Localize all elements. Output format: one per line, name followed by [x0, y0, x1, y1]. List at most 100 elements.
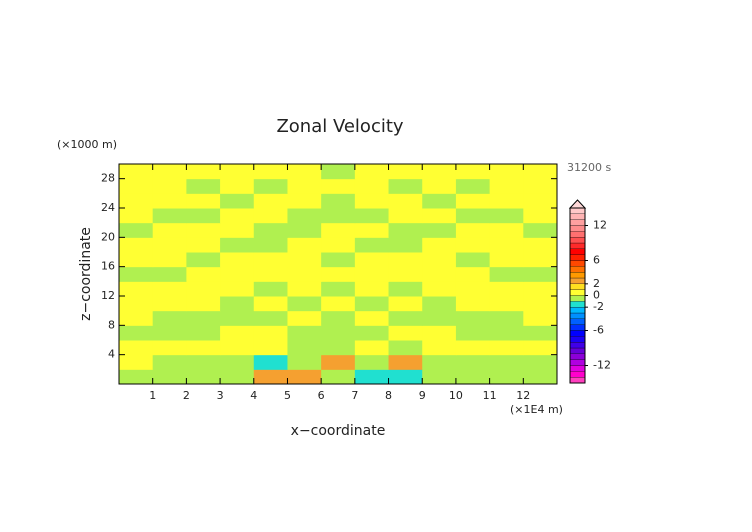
- contour-cell: [354, 310, 390, 326]
- contour-cell: [220, 237, 255, 253]
- contour-cell: [152, 310, 187, 326]
- contour-cell: [455, 252, 491, 268]
- contour-cell: [489, 178, 524, 194]
- contour-cell: [152, 164, 187, 180]
- contour-cell: [354, 354, 390, 370]
- x-tick-label: 3: [217, 389, 224, 402]
- contour-cell: [253, 252, 288, 268]
- contour-cell: [220, 266, 255, 282]
- colorbar-band: [569, 237, 586, 244]
- contour-cell: [354, 369, 390, 385]
- contour-cell: [354, 340, 390, 356]
- contour-cell: [388, 266, 423, 282]
- colorbar-band: [569, 277, 586, 284]
- contour-cell: [388, 296, 423, 312]
- contour-cell: [186, 369, 221, 385]
- contour-cell: [523, 340, 558, 356]
- contour-cell: [422, 208, 457, 224]
- x-tick-label: 2: [183, 389, 190, 402]
- contour-cell: [220, 310, 255, 326]
- contour-cell: [388, 354, 423, 370]
- contour-cell: [119, 208, 154, 224]
- contour-cell: [220, 281, 255, 297]
- contour-cell: [186, 208, 221, 224]
- colorbar-tick-label: 2: [593, 277, 600, 290]
- contour-cell: [489, 237, 524, 253]
- contour-cell: [523, 193, 558, 209]
- contour-cell: [220, 325, 255, 341]
- contour-cell: [489, 193, 524, 209]
- chart-title: Zonal Velocity: [276, 116, 403, 137]
- contour-cell: [321, 266, 356, 282]
- contour-cell: [321, 193, 356, 209]
- contour-cell: [186, 325, 221, 341]
- contour-cell: [455, 193, 491, 209]
- contour-cell: [287, 340, 322, 356]
- contour-cell: [523, 296, 558, 312]
- x-tick-label: 12: [516, 389, 530, 402]
- contour-cell: [523, 237, 558, 253]
- contour-cell: [186, 237, 221, 253]
- contour-cell: [523, 252, 558, 268]
- contour-cell: [152, 237, 187, 253]
- contour-cell: [287, 325, 322, 341]
- contour-cell: [388, 310, 423, 326]
- contour-cell: [455, 310, 491, 326]
- colorbar-band: [569, 330, 586, 337]
- contour-cell: [152, 340, 187, 356]
- contour-cell: [455, 369, 491, 385]
- contour-cell: [523, 281, 558, 297]
- contour-cell: [489, 164, 524, 180]
- contour-cell: [422, 222, 457, 238]
- contour-cell: [186, 164, 221, 180]
- contour-cell: [422, 178, 457, 194]
- contour-cell: [388, 193, 423, 209]
- contour-cell: [354, 266, 390, 282]
- contour-cell: [388, 325, 423, 341]
- contour-cell: [489, 222, 524, 238]
- contour-cell: [186, 281, 221, 297]
- contour-cell: [287, 266, 322, 282]
- contour-cell: [455, 208, 491, 224]
- contour-cell: [455, 178, 491, 194]
- contour-cell: [321, 369, 356, 385]
- contour-cell: [287, 193, 322, 209]
- colorbar-band: [569, 318, 586, 325]
- colorbar-band: [569, 365, 586, 372]
- contour-cell: [354, 178, 390, 194]
- contour-cell: [422, 252, 457, 268]
- contour-cell: [489, 266, 524, 282]
- contour-cell: [388, 281, 423, 297]
- contour-cell: [489, 369, 524, 385]
- contour-cell: [287, 354, 322, 370]
- contour-cell: [489, 281, 524, 297]
- contour-cell: [220, 369, 255, 385]
- colorbar-band: [569, 312, 586, 319]
- contour-cell: [186, 354, 221, 370]
- contour-cell: [321, 178, 356, 194]
- contour-cell: [119, 354, 154, 370]
- contour-cell: [253, 325, 288, 341]
- contour-cell: [523, 369, 558, 385]
- contour-cell: [523, 354, 558, 370]
- colorbar-extend: [568, 199, 587, 209]
- contour-cell: [119, 252, 154, 268]
- contour-cell: [489, 354, 524, 370]
- contour-cell: [152, 208, 187, 224]
- colorbar-band: [569, 254, 586, 261]
- contour-cell: [119, 193, 154, 209]
- contour-cell: [220, 222, 255, 238]
- contour-cell: [422, 281, 457, 297]
- contour-cell: [119, 237, 154, 253]
- colorbar-band: [569, 353, 586, 360]
- contour-cell: [523, 266, 558, 282]
- contour-cell: [523, 208, 558, 224]
- colorbar-band: [569, 371, 586, 378]
- contour-cell: [287, 281, 322, 297]
- contour-cell: [119, 325, 154, 341]
- contour-cell: [287, 222, 322, 238]
- contour-cell: [422, 296, 457, 312]
- contour-cell: [489, 296, 524, 312]
- contour-cell: [152, 325, 187, 341]
- contour-cell: [354, 222, 390, 238]
